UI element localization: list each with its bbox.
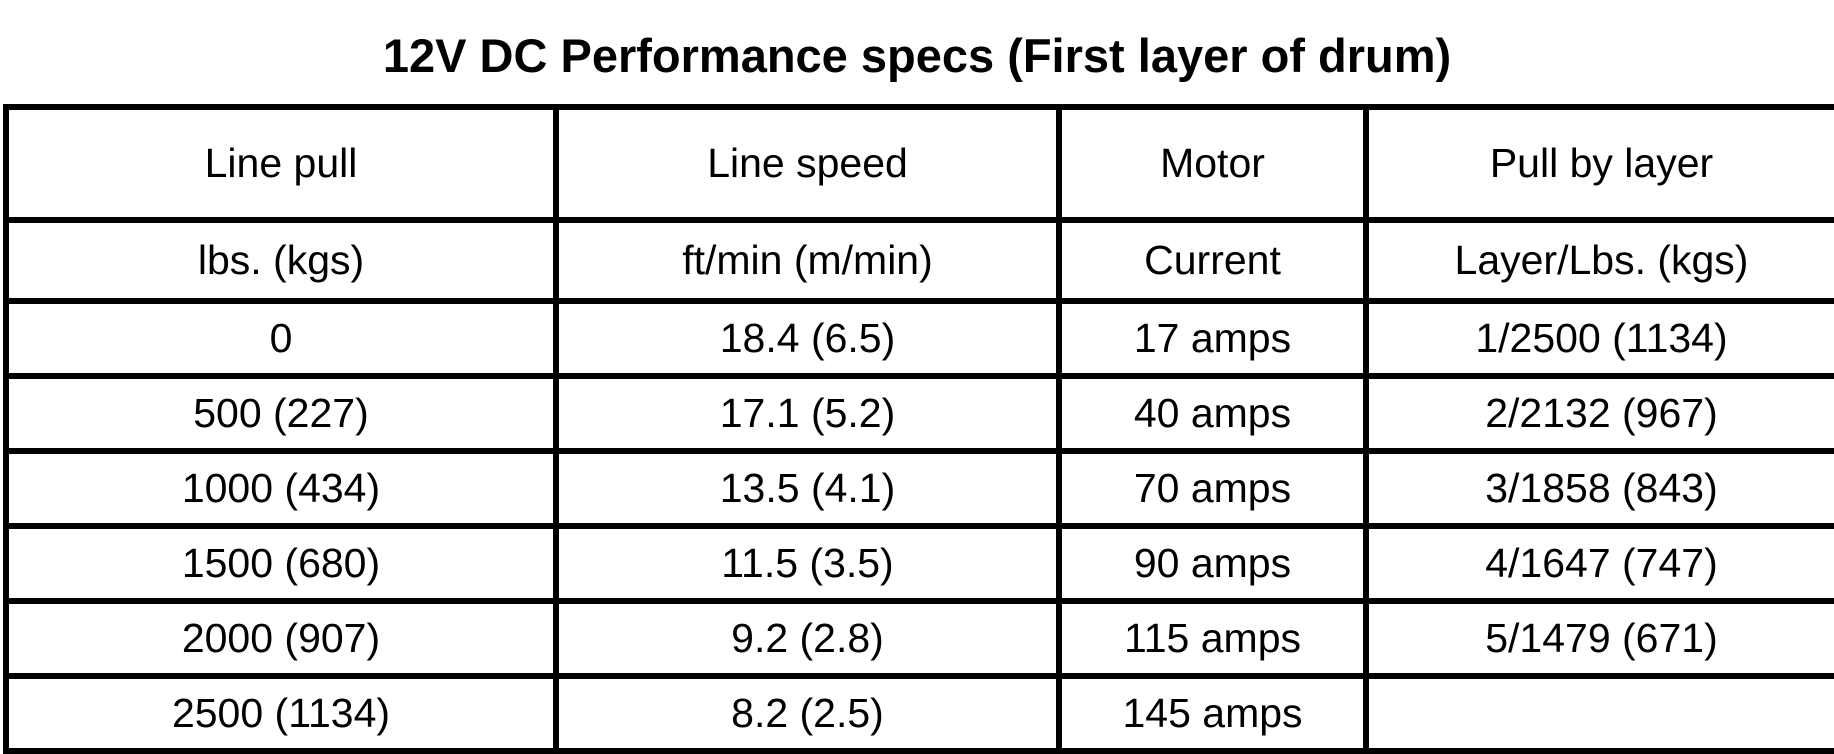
cell-line-pull: 2500 (1134) [3,673,559,754]
cell-pull-by-layer: 1/2500 (1134) [1363,298,1834,379]
cell-line-pull: 500 (227) [3,373,559,454]
cell-line-pull: 0 [3,298,559,379]
cell-line-speed: 17.1 (5.2) [553,373,1062,454]
unit-line-pull: lbs. (kgs) [3,217,559,304]
table-row: 0 18.4 (6.5) 17 amps 1/2500 (1134) [3,298,1834,379]
cell-line-pull: 2000 (907) [3,598,559,679]
cell-line-speed: 13.5 (4.1) [553,448,1062,529]
header-row: Line pull Line speed Motor Pull by layer [3,104,1834,223]
header-pull-by-layer: Pull by layer [1363,104,1834,223]
cell-pull-by-layer: 3/1858 (843) [1363,448,1834,529]
cell-motor-current: 115 amps [1056,598,1369,679]
performance-specs-table: Line pull Line speed Motor Pull by layer… [3,104,1834,754]
units-row: lbs. (kgs) ft/min (m/min) Current Layer/… [3,217,1834,304]
cell-line-speed: 18.4 (6.5) [553,298,1062,379]
cell-line-speed: 8.2 (2.5) [553,673,1062,754]
unit-pull-by-layer: Layer/Lbs. (kgs) [1363,217,1834,304]
cell-pull-by-layer [1363,673,1834,754]
cell-motor-current: 145 amps [1056,673,1369,754]
table-row: 2000 (907) 9.2 (2.8) 115 amps 5/1479 (67… [3,598,1834,679]
header-line-speed: Line speed [553,104,1062,223]
unit-line-speed: ft/min (m/min) [553,217,1062,304]
table-row: 500 (227) 17.1 (5.2) 40 amps 2/2132 (967… [3,373,1834,454]
table-row: 1000 (434) 13.5 (4.1) 70 amps 3/1858 (84… [3,448,1834,529]
table-row: 2500 (1134) 8.2 (2.5) 145 amps [3,673,1834,754]
cell-motor-current: 40 amps [1056,373,1369,454]
cell-pull-by-layer: 4/1647 (747) [1363,523,1834,604]
table-row: 1500 (680) 11.5 (3.5) 90 amps 4/1647 (74… [3,523,1834,604]
cell-motor-current: 90 amps [1056,523,1369,604]
cell-motor-current: 17 amps [1056,298,1369,379]
cell-line-speed: 11.5 (3.5) [553,523,1062,604]
cell-pull-by-layer: 5/1479 (671) [1363,598,1834,679]
cell-pull-by-layer: 2/2132 (967) [1363,373,1834,454]
header-line-pull: Line pull [3,104,559,223]
cell-line-pull: 1000 (434) [3,448,559,529]
cell-motor-current: 70 amps [1056,448,1369,529]
cell-line-speed: 9.2 (2.8) [553,598,1062,679]
cell-line-pull: 1500 (680) [3,523,559,604]
header-motor: Motor [1056,104,1369,223]
unit-motor-current: Current [1056,217,1369,304]
table-title: 12V DC Performance specs (First layer of… [382,29,1452,82]
